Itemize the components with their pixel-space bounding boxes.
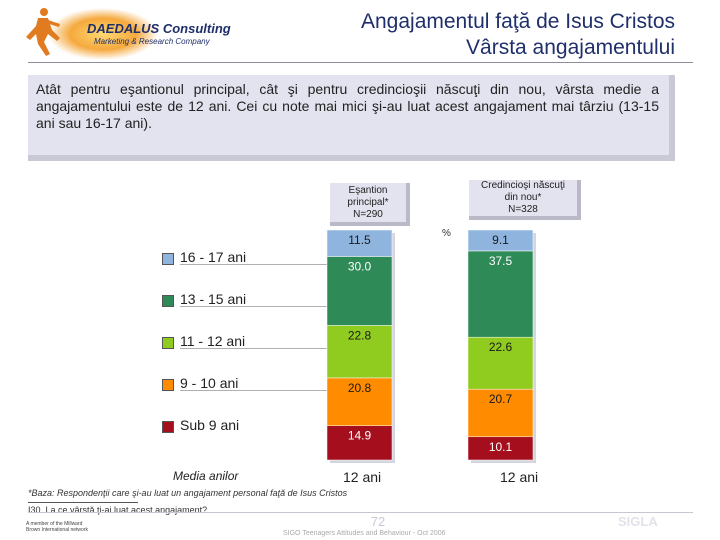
- brand-watermark: SIGLA: [618, 514, 658, 529]
- bar-segment: [326, 229, 393, 257]
- header: DAEDALUS Consulting Marketing & Research…: [0, 0, 720, 66]
- bar-value-label: 22.6: [489, 340, 513, 354]
- bar-value-label: 9.1: [492, 233, 509, 247]
- bar-value-label: 20.8: [348, 381, 372, 395]
- footnote-question: I30. La ce vârstă ţi-ai luat acest angaj…: [28, 505, 208, 515]
- company-tagline: Marketing & Research Company: [94, 37, 210, 46]
- column-header-main-line2: principal*: [347, 196, 389, 208]
- page-subtitle: Vârsta angajamentului: [466, 36, 675, 59]
- chart-canvas: 14.9 20.8 22.8 30.0 11.5 10.1 20.7 22.6 37.5 9.1: [326, 229, 536, 463]
- page-number: 72: [370, 514, 386, 529]
- column-header-born-line1: Credincioşi născuţi: [481, 180, 565, 191]
- bar-segment: [326, 325, 393, 379]
- legend-swatch: [162, 295, 174, 307]
- legend-divider: [180, 348, 340, 349]
- legend-divider: [180, 390, 340, 391]
- bar-value-label: 11.5: [348, 233, 371, 247]
- column-header-main-sample: Eşantion principal* N=290: [330, 183, 410, 226]
- stacked-bar-chart: 14.9 20.8 22.8 30.0 11.5 10.1 20.7 22.6 37.5 9.1: [320, 225, 580, 465]
- bar-value-label: 30.0: [348, 259, 372, 273]
- average-age-main: 12 ani: [343, 469, 382, 485]
- bar-value-label: 37.5: [489, 254, 513, 268]
- bar-segment: [467, 250, 534, 338]
- bar-value-label: 14.9: [348, 429, 372, 443]
- header-divider: [28, 62, 693, 63]
- legend-label: 9 - 10 ani: [180, 375, 239, 391]
- bar-segment: [467, 229, 534, 252]
- footer-divider: [28, 512, 693, 513]
- legend-swatch: [162, 337, 174, 349]
- bar-segment: [326, 377, 393, 426]
- bar-segment: [326, 425, 393, 461]
- page-title: Angajamentul faţă de Isus Cristos: [361, 10, 675, 33]
- legend-label: Sub 9 ani: [180, 417, 240, 433]
- company-logo: [26, 8, 158, 60]
- legend-swatch: [162, 253, 174, 265]
- legend-swatch: [162, 379, 174, 391]
- percent-unit: %: [442, 228, 451, 239]
- average-age-born-again: 12 ani: [500, 469, 539, 485]
- legend-label: 13 - 15 ani: [180, 291, 247, 307]
- column-header-main-line1: Eşantion: [348, 184, 388, 196]
- source-note: SIGO Teenagers Attitudes and Behaviour -…: [283, 530, 446, 537]
- bar-value-label: 22.8: [348, 328, 372, 342]
- bar-segment: [467, 336, 534, 390]
- legend-swatch: [162, 421, 174, 433]
- column-header-born-again: Credincioşi născuţi din nou* N=328: [469, 180, 581, 220]
- legend-divider: [180, 306, 340, 307]
- bar-segment: [467, 388, 534, 438]
- legend-label: 11 - 12 ani: [180, 333, 246, 349]
- legend-label: 16 - 17 ani: [180, 249, 247, 265]
- network-member-note: A member of the Millward Brown Internati…: [26, 521, 88, 533]
- bar-value-label: 20.7: [489, 392, 513, 406]
- column-header-main-line3: N=290: [353, 208, 383, 220]
- bar-segment: [326, 256, 393, 326]
- summary-box: Atât pentru eşantionul principal, cât şi…: [28, 75, 675, 161]
- company-name: DAEDALUS Consulting: [87, 21, 231, 36]
- footnote-divider: [28, 502, 138, 503]
- footnote-base: *Baza: Respondenţii care şi-au luat un a…: [28, 488, 348, 498]
- bar-value-label: 10.1: [489, 440, 513, 454]
- legend-divider: [180, 264, 340, 265]
- average-age-label: Media anilor: [173, 469, 239, 483]
- column-header-born-line2: din nou*: [504, 192, 542, 203]
- column-header-born-line3: N=328: [508, 204, 538, 215]
- runner-icon: [26, 8, 60, 56]
